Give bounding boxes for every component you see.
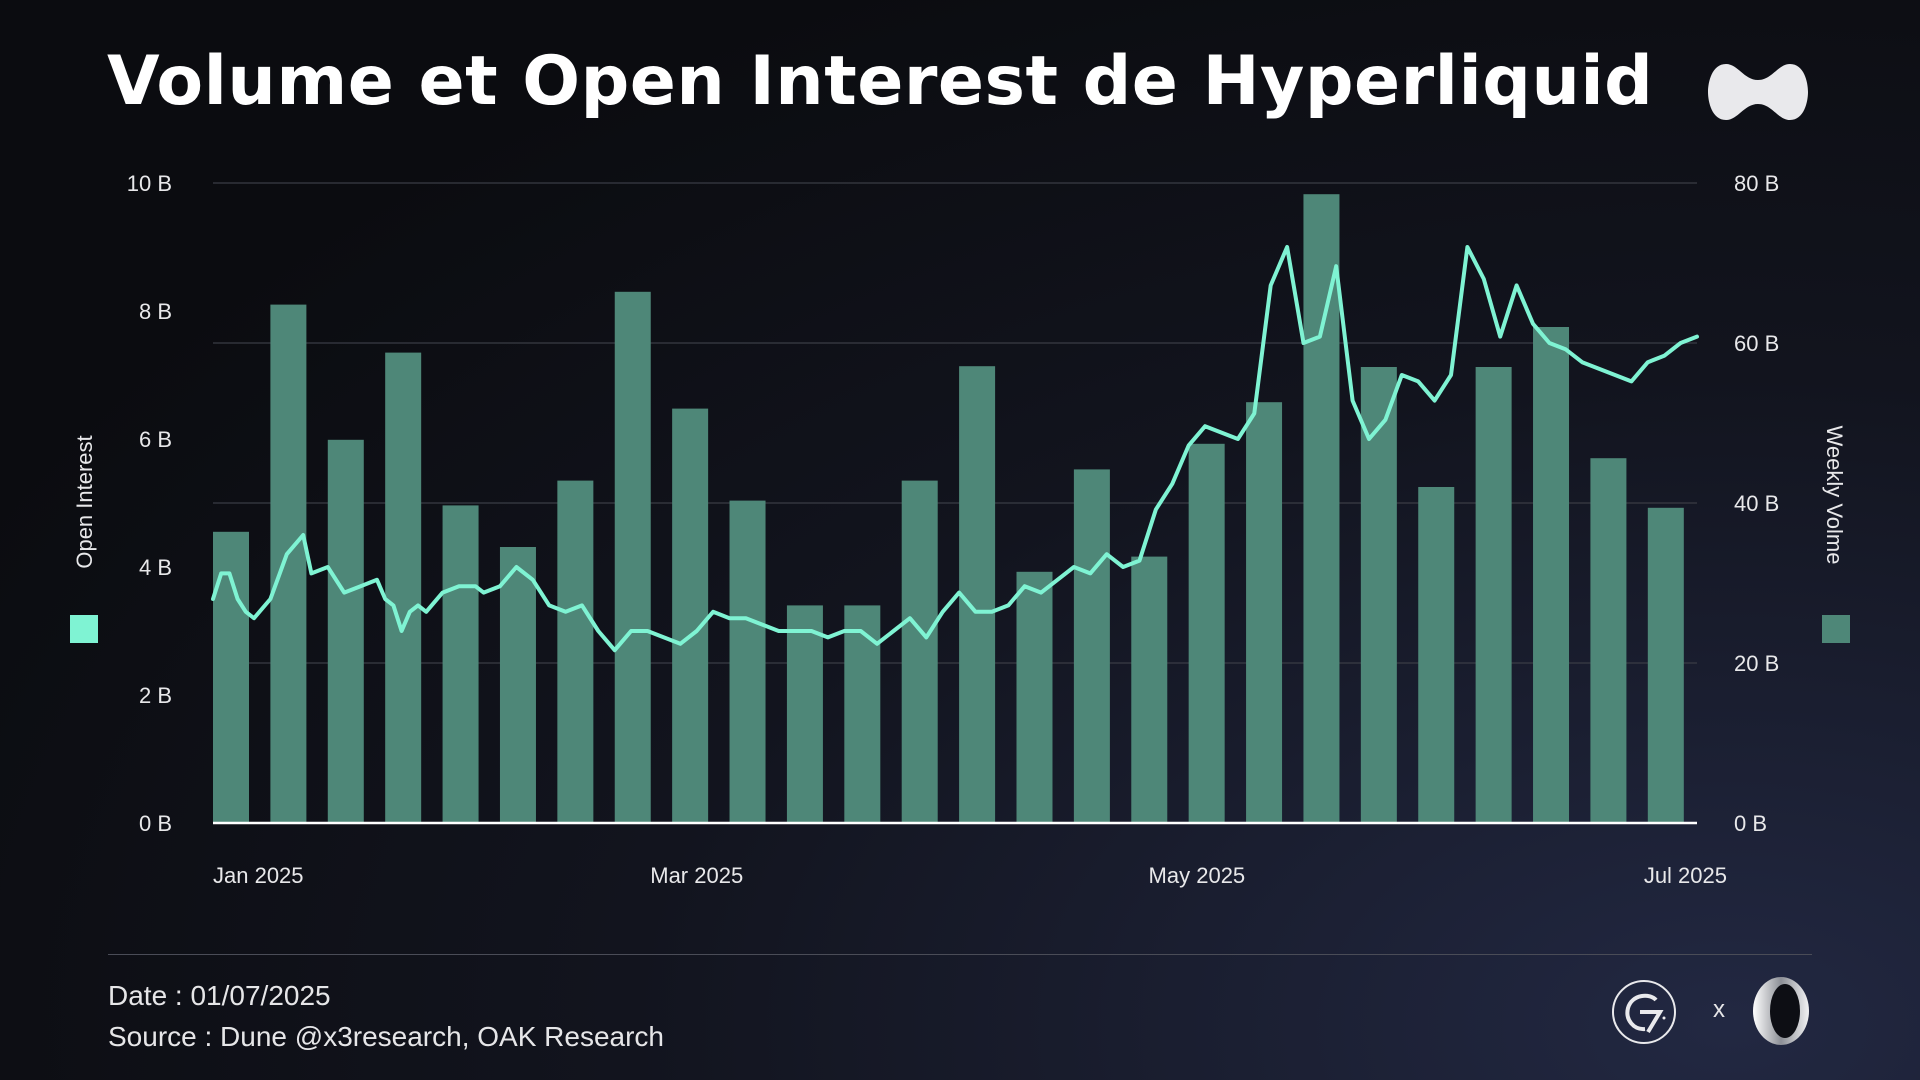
volume-bar bbox=[1016, 571, 1053, 823]
grid-lines bbox=[213, 182, 1697, 664]
volume-bar bbox=[614, 291, 651, 823]
right-axis-tick-label: 20 B bbox=[1734, 651, 1779, 676]
volume-bar bbox=[1475, 367, 1512, 823]
volume-bar bbox=[327, 439, 364, 823]
right-axis-tick-label: 80 B bbox=[1734, 171, 1779, 196]
volume-bar bbox=[1073, 469, 1110, 823]
left-axis-title: Open Interest bbox=[72, 435, 97, 568]
volume-bar bbox=[844, 605, 881, 823]
page-title: Volume et Open Interest de Hyperliquid bbox=[107, 42, 1654, 121]
left-axis-tick-label: 2 B bbox=[139, 683, 172, 708]
left-axis-tick-label: 0 B bbox=[139, 811, 172, 836]
volume-bar bbox=[1188, 443, 1225, 823]
volume-bar bbox=[1418, 487, 1455, 823]
volume-bar bbox=[442, 505, 479, 823]
volume-bar bbox=[959, 366, 996, 823]
footer-source: Source : Dune @x3research, OAK Research bbox=[108, 1021, 665, 1052]
volume-bar bbox=[901, 480, 938, 823]
oak-research-logo-icon bbox=[1753, 977, 1809, 1045]
right-axis-tick-label: 40 B bbox=[1734, 491, 1779, 516]
volume-bar bbox=[1246, 402, 1283, 823]
volume-bar bbox=[1303, 194, 1340, 823]
partner-separator: x bbox=[1713, 996, 1725, 1023]
left-axis-tick-label: 10 B bbox=[127, 171, 172, 196]
footer-date: Date : 01/07/2025 bbox=[108, 980, 331, 1011]
volume-bar bbox=[1647, 507, 1684, 823]
left-axis-tick-label: 8 B bbox=[139, 299, 172, 324]
volume-bar bbox=[1533, 327, 1570, 823]
hyperliquid-logo-icon bbox=[1708, 64, 1808, 120]
x-axis-tick-label: Mar 2025 bbox=[650, 863, 743, 888]
volume-bars bbox=[213, 194, 1684, 824]
left-axis-tick-label: 4 B bbox=[139, 555, 172, 580]
volume-bar bbox=[672, 408, 709, 823]
right-axis-title: Weekly Volme bbox=[1822, 426, 1847, 565]
open-interest-legend-swatch bbox=[70, 615, 98, 643]
right-axis-tick-label: 0 B bbox=[1734, 811, 1767, 836]
volume-bar bbox=[557, 480, 594, 823]
weekly-volume-legend-swatch bbox=[1822, 615, 1850, 643]
volume-bar bbox=[1590, 458, 1627, 823]
left-axis-tick-label: 6 B bbox=[139, 427, 172, 452]
x-axis-tick-label: May 2025 bbox=[1149, 863, 1246, 888]
volume-bar bbox=[786, 605, 823, 823]
g7-logo-icon bbox=[1612, 980, 1676, 1044]
volume-bar bbox=[1360, 367, 1397, 823]
volume-bar bbox=[385, 352, 422, 823]
open-interest-line bbox=[211, 245, 1699, 653]
axes: 10 B 8 B 6 B 4 B 2 B 0 B 80 B 60 B 40 B 20 B 0 B Ja… bbox=[72, 171, 1847, 888]
right-axis-tick-label: 60 B bbox=[1734, 331, 1779, 356]
volume-bar bbox=[1131, 556, 1168, 823]
x-axis-tick-label: Jul 2025 bbox=[1644, 863, 1727, 888]
x-axis-tick-label: Jan 2025 bbox=[213, 863, 304, 888]
volume-bar bbox=[499, 547, 536, 823]
footer-divider bbox=[108, 954, 1812, 955]
open-interest-series-line bbox=[211, 245, 1699, 653]
volume-bar bbox=[270, 304, 307, 824]
volume-bar bbox=[729, 500, 766, 823]
